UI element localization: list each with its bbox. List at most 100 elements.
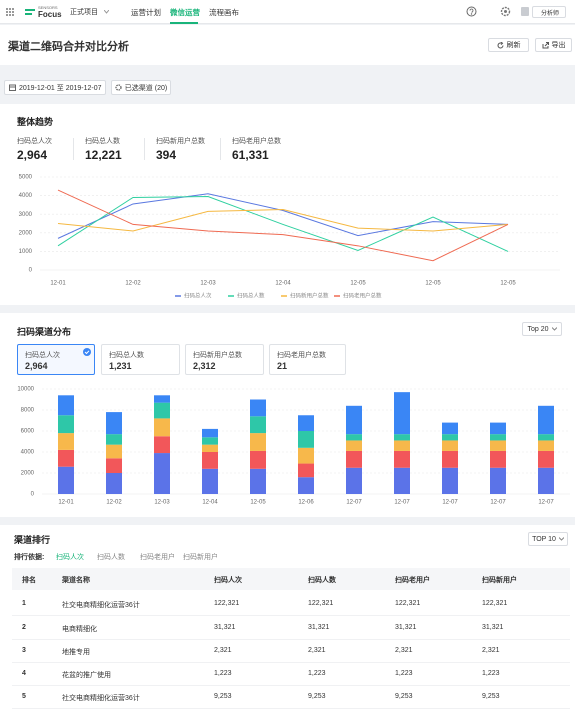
brand: Focus: [38, 10, 62, 19]
sort-tab[interactable]: 扫码人数: [97, 554, 125, 561]
table-cell: 1,223: [214, 670, 232, 677]
user-name: 分析师: [541, 11, 560, 17]
section-title: 渠道排行: [14, 535, 51, 545]
x-tick-label: 12-07: [394, 500, 410, 506]
table-cell: 电商精细化: [62, 626, 97, 633]
top-dropdown[interactable]: TOP 10: [528, 532, 568, 546]
row-divider: [12, 685, 570, 686]
ranking-panel: [0, 525, 575, 714]
x-tick-label: 12-07: [442, 500, 458, 506]
card-label: 扫码总人数: [109, 352, 144, 359]
table-cell: 122,321: [395, 600, 421, 607]
x-tick-label: 12-05: [425, 281, 441, 287]
bar-segment: [490, 440, 506, 451]
bar-segment: [202, 468, 218, 494]
calendar-icon: [9, 84, 16, 91]
metric-card[interactable]: 扫码总人次 2,964: [17, 344, 95, 375]
sort-tab[interactable]: 扫码新用户: [183, 554, 218, 561]
bar-segment: [394, 450, 410, 468]
bar-segment: [442, 467, 458, 494]
table-cell: 1,223: [395, 670, 413, 677]
trend-panel: [0, 104, 575, 305]
nav-bar: SENSORS Focus 正式项目 运营计划 微信运营 流程画布 分析师: [0, 0, 575, 24]
table-cell: 31,321: [308, 624, 330, 631]
refresh-label: 刷新: [506, 42, 521, 49]
card-value: 21: [277, 361, 288, 371]
x-tick-label: 12-06: [298, 500, 314, 506]
menu-item[interactable]: 流程画布: [209, 8, 239, 17]
legend-label: 扫码总人数: [237, 291, 265, 299]
avatar: [521, 7, 529, 16]
settings-icon[interactable]: [500, 6, 511, 17]
page-title: 渠道二维码合并对比分析: [8, 41, 129, 53]
date-range[interactable]: 2019-12-01 至 2019-12-07: [4, 80, 106, 95]
user-box[interactable]: [532, 6, 566, 18]
menu-item[interactable]: 运营计划: [131, 8, 161, 17]
table-cell: 3: [22, 647, 26, 654]
bar-segment: [442, 434, 458, 441]
bar-segment: [490, 422, 506, 435]
y-tick-label: 5000: [19, 175, 33, 181]
table-cell: 9,253: [482, 693, 500, 700]
row-divider: [12, 639, 570, 640]
card-value: 2,964: [25, 361, 48, 371]
channel-filter[interactable]: 已选渠道 (20): [111, 80, 171, 95]
bar-segment: [394, 440, 410, 451]
bar-segment: [58, 433, 74, 450]
apps-icon: [6, 8, 14, 16]
table-cell: 31,321: [482, 624, 504, 631]
x-tick-label: 12-02: [106, 500, 122, 506]
bar-segment: [202, 437, 218, 445]
bar-segment: [106, 444, 122, 459]
table-cell: 社交电商精细化运营36计: [62, 602, 140, 609]
stat-label: 扫码总人次: [17, 138, 52, 145]
bar-segment: [538, 440, 554, 451]
card-label: 扫码老用户总数: [277, 352, 326, 359]
table-cell: 122,321: [308, 600, 334, 607]
header: 渠道二维码合并对比分析 刷新 导出: [0, 25, 575, 65]
column-header: 扫码人次: [214, 577, 242, 584]
table-cell: 4: [22, 670, 26, 677]
bar-segment: [394, 434, 410, 441]
help-icon[interactable]: [466, 6, 477, 17]
y-tick-label: 2000: [19, 230, 33, 236]
metric-card[interactable]: 扫码总人数 1,231: [101, 344, 180, 375]
x-tick-label: 12-05: [500, 281, 516, 287]
section-title: 扫码渠道分布: [17, 327, 72, 337]
y-tick-label: 4000: [21, 450, 35, 456]
bar-chart: 0 2000 4000 6000 8000 10000 12-01 12-02 12-03 12-…: [17, 387, 570, 506]
legend-label: 扫码新用户总数: [290, 291, 329, 299]
bar-segment: [202, 452, 218, 469]
metric-card[interactable]: 扫码新用户总数 2,312: [185, 344, 264, 375]
bar-segment: [346, 405, 362, 435]
menu-item[interactable]: 微信运营: [170, 8, 200, 17]
bar-segment: [394, 392, 410, 435]
refresh-button[interactable]: 刷新: [488, 38, 529, 52]
column-header: 扫码人数: [308, 577, 336, 584]
sort-tab[interactable]: 扫码老用户: [140, 554, 175, 561]
sort-tab[interactable]: 扫码人次: [56, 554, 84, 561]
x-tick-label: 12-02: [125, 281, 141, 287]
bar-segment: [106, 434, 122, 445]
export-icon: [542, 41, 549, 48]
bar-segment: [538, 434, 554, 441]
project-select[interactable]: 正式项目: [70, 9, 98, 16]
channel-filter-text: 已选渠道 (20): [124, 84, 168, 92]
x-tick-label: 12-07: [538, 500, 554, 506]
y-tick-label: 8000: [21, 408, 35, 414]
x-tick-label: 12-04: [275, 281, 291, 287]
x-tick-label: 12-07: [490, 500, 506, 506]
bar-segment: [442, 450, 458, 468]
row-divider: [12, 662, 570, 663]
export-button[interactable]: 导出: [535, 38, 572, 52]
export-label: 导出: [551, 42, 566, 49]
legend-label: 扫码总人次: [184, 291, 212, 299]
top-dropdown[interactable]: Top 20: [522, 322, 562, 336]
metric-card[interactable]: 扫码老用户总数 21: [269, 344, 346, 375]
bar-segment: [298, 415, 314, 431]
y-tick-label: 3000: [19, 212, 33, 218]
line-series: [57, 189, 509, 262]
x-tick-label: 12-01: [58, 500, 74, 506]
bar-segment: [346, 440, 362, 451]
bar-segment: [250, 399, 266, 417]
